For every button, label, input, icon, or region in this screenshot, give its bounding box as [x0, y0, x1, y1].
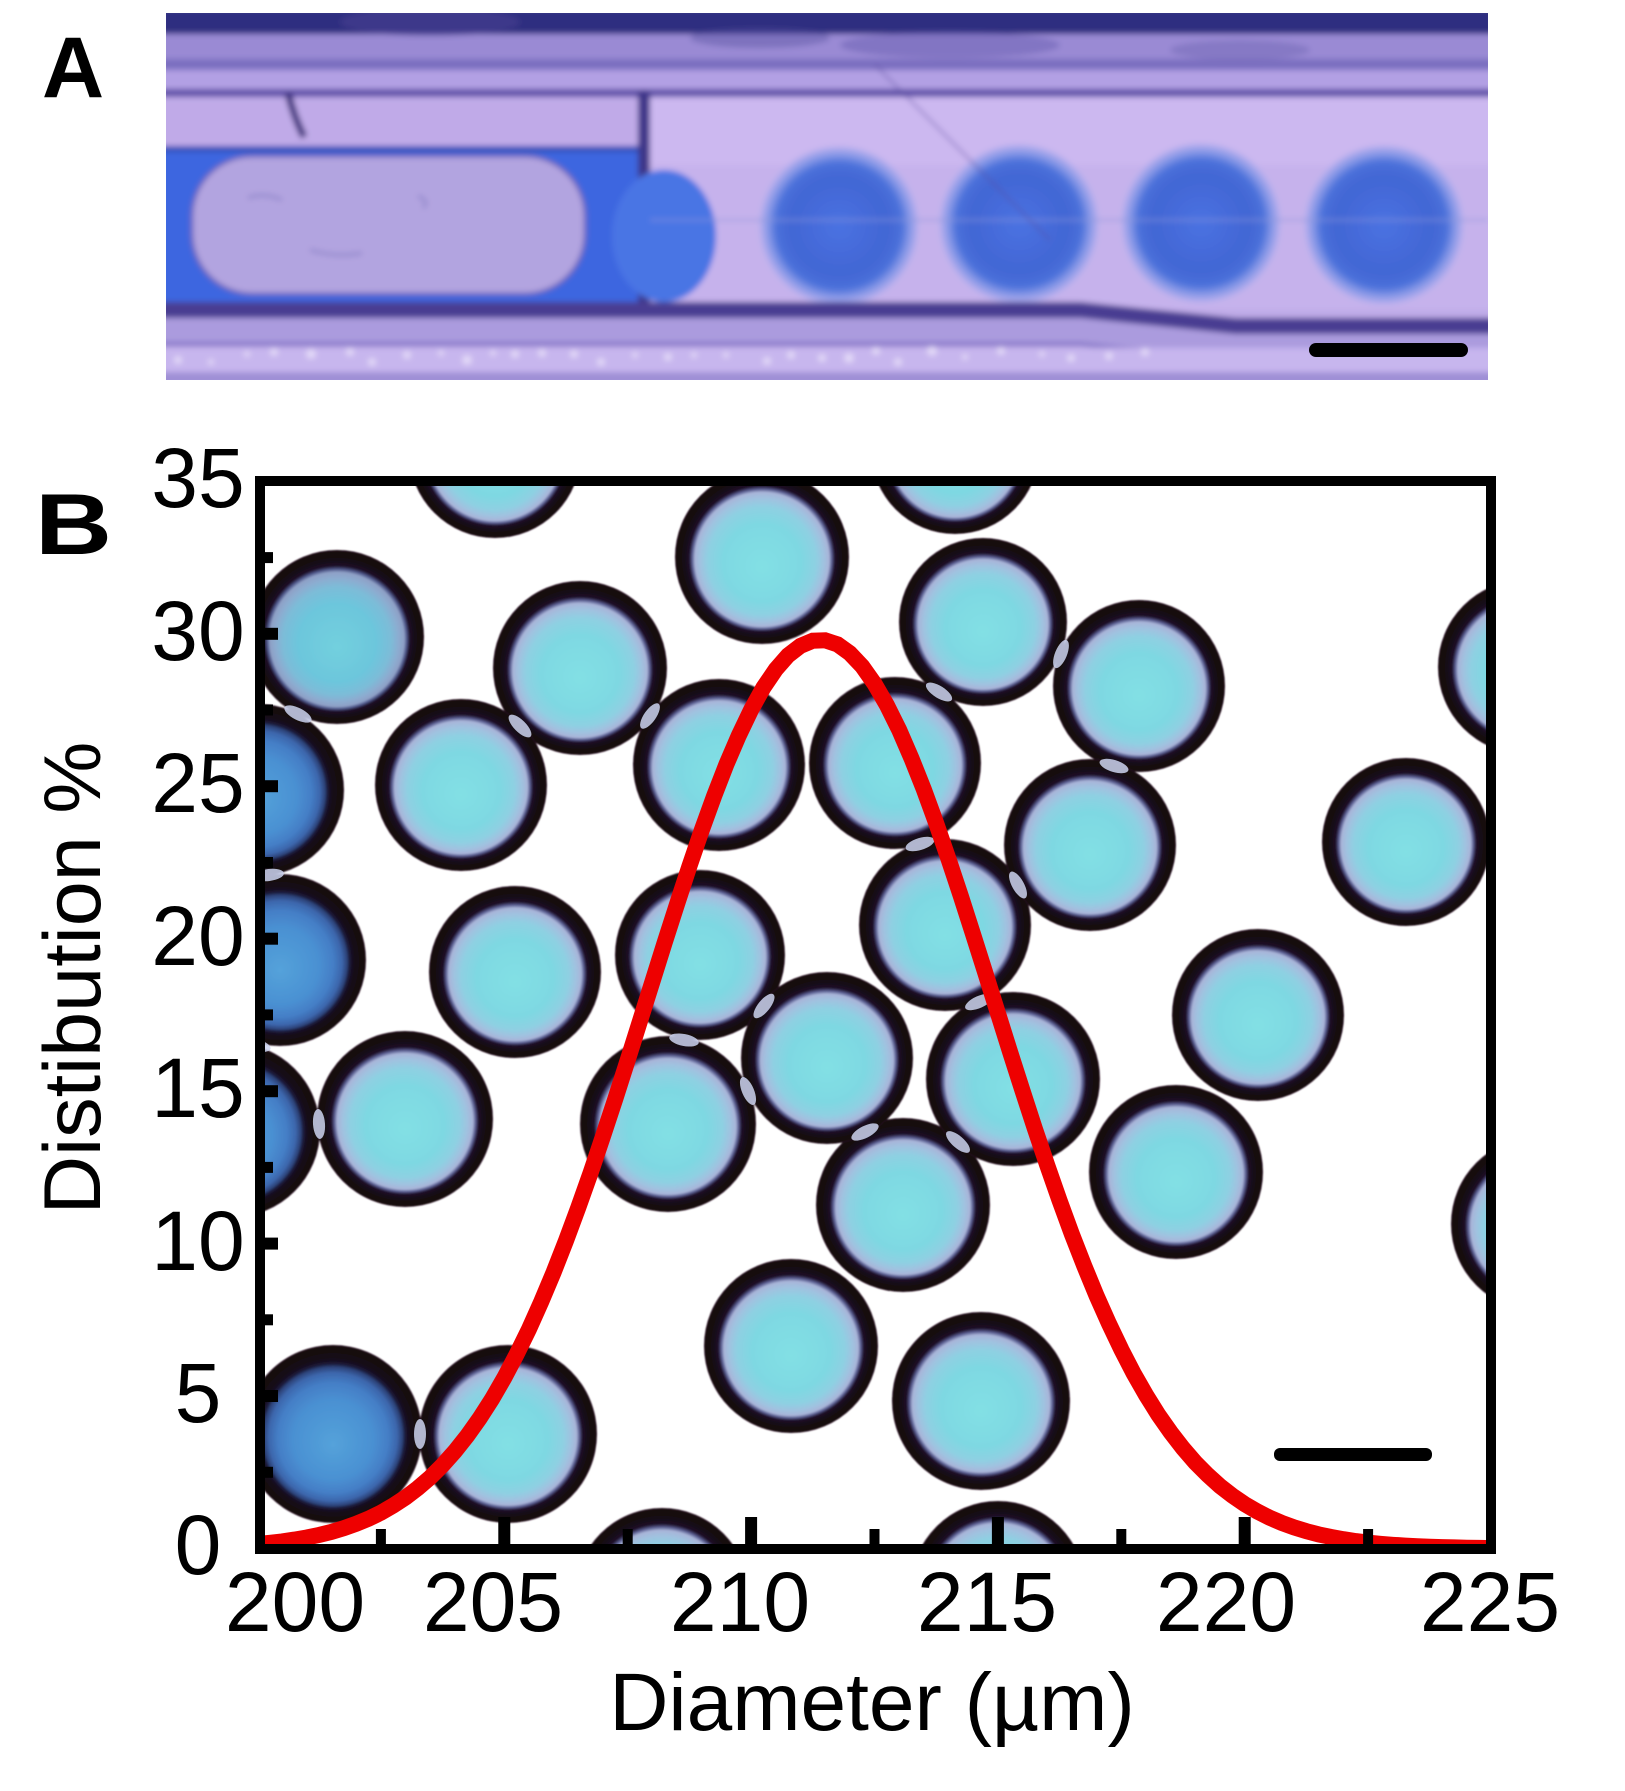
svg-text:10: 10 — [151, 1194, 244, 1288]
svg-text:Distibution %: Distibution % — [28, 742, 118, 1215]
svg-text:A: A — [42, 20, 104, 116]
svg-text:0: 0 — [175, 1498, 222, 1592]
svg-text:30: 30 — [151, 584, 244, 678]
svg-text:225: 225 — [1420, 1555, 1560, 1649]
svg-text:220: 220 — [1156, 1555, 1296, 1649]
svg-text:20: 20 — [151, 889, 244, 983]
svg-text:25: 25 — [151, 736, 244, 830]
svg-text:210: 210 — [670, 1555, 810, 1649]
svg-text:205: 205 — [423, 1555, 563, 1649]
svg-text:5: 5 — [175, 1346, 222, 1440]
svg-text:200: 200 — [225, 1555, 365, 1649]
svg-text:35: 35 — [151, 431, 244, 525]
svg-text:15: 15 — [151, 1041, 244, 1135]
svg-text:B: B — [35, 476, 112, 573]
svg-text:Diameter (µm): Diameter (µm) — [609, 1657, 1135, 1748]
svg-text:215: 215 — [917, 1555, 1057, 1649]
